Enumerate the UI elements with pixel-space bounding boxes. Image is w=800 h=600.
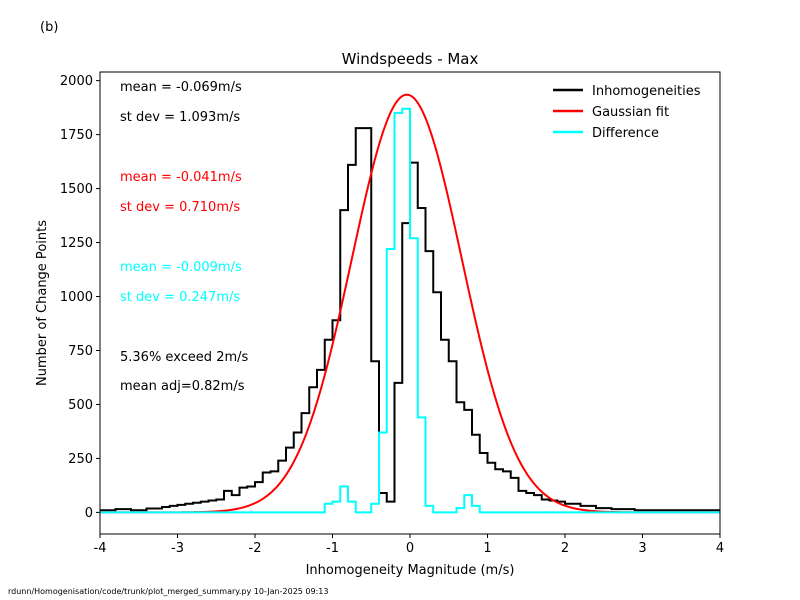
panel-label: (b) <box>40 20 58 35</box>
x-tick-label: -3 <box>171 541 184 556</box>
y-tick-label: 1000 <box>60 290 93 305</box>
x-tick-label: 1 <box>483 541 491 556</box>
stat-annotation: mean = -0.069m/s <box>120 80 242 95</box>
y-tick-label: 750 <box>68 344 93 359</box>
x-tick-label: -2 <box>249 541 262 556</box>
chart-title: Windspeeds - Max <box>342 50 479 68</box>
y-tick-label: 1250 <box>60 236 93 251</box>
stats-annotations: mean = -0.069m/s st dev = 1.093m/s mean = … <box>120 80 249 394</box>
series-inhomogeneities-line <box>100 127 720 512</box>
legend-label: Difference <box>592 126 659 141</box>
legend: Inhomogeneities Gaussian fit Difference <box>553 84 701 141</box>
y-axis: 0 250 500 750 1000 1250 1500 1750 2000 <box>60 74 100 521</box>
stat-annotation: st dev = 1.093m/s <box>120 110 240 125</box>
x-tick-label: 3 <box>638 541 646 556</box>
y-tick-label: 1500 <box>60 182 93 197</box>
stat-annotation: mean adj=0.82m/s <box>120 379 245 394</box>
x-axis: -4 -3 -2 -1 0 1 2 3 4 <box>94 534 724 556</box>
legend-label: Inhomogeneities <box>592 84 701 99</box>
stat-annotation: st dev = 0.710m/s <box>120 200 240 215</box>
stat-annotation: 5.36% exceed 2m/s <box>120 350 249 365</box>
x-tick-label: -1 <box>326 541 339 556</box>
stat-annotation: st dev = 0.247m/s <box>120 290 240 305</box>
x-tick-label: 2 <box>561 541 569 556</box>
y-tick-label: 250 <box>68 452 93 467</box>
x-axis-label: Inhomogeneity Magnitude (m/s) <box>306 563 515 578</box>
y-axis-label: Number of Change Points <box>35 220 50 386</box>
legend-label: Gaussian fit <box>592 105 669 120</box>
x-tick-label: 4 <box>716 541 724 556</box>
y-tick-label: 2000 <box>60 74 93 89</box>
x-tick-label: -4 <box>94 541 107 556</box>
stat-annotation: mean = -0.009m/s <box>120 260 242 275</box>
y-tick-label: 500 <box>68 398 93 413</box>
y-tick-label: 0 <box>85 506 93 521</box>
series-difference-line <box>100 107 720 514</box>
series-layer <box>100 93 720 514</box>
footer-path: rdunn/Homogenisation/code/trunk/plot_mer… <box>8 587 328 596</box>
x-tick-label: 0 <box>406 541 414 556</box>
stat-annotation: mean = -0.041m/s <box>120 170 242 185</box>
y-tick-label: 1750 <box>60 128 93 143</box>
